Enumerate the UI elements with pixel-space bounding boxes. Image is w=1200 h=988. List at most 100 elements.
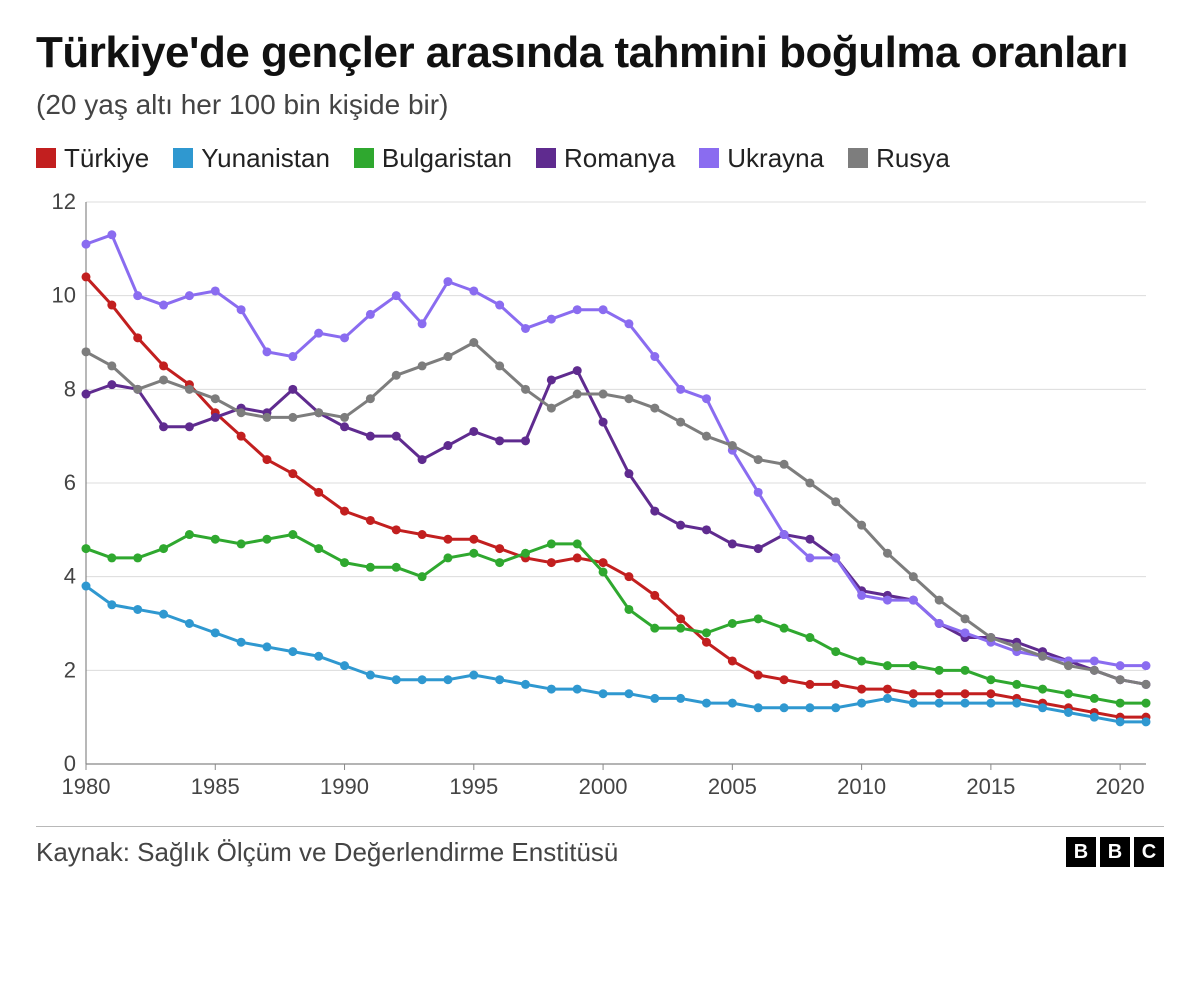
series-marker-rusya: [1116, 675, 1125, 684]
series-marker-rusya: [805, 478, 814, 487]
series-marker-ukrayna: [805, 553, 814, 562]
series-marker-yunanistan: [314, 651, 323, 660]
series-marker-turkiye: [702, 637, 711, 646]
series-marker-rusya: [418, 361, 427, 370]
series-marker-romanya: [185, 422, 194, 431]
series-marker-romanya: [702, 525, 711, 534]
series-marker-turkiye: [547, 558, 556, 567]
legend-item-rusya: Rusya: [848, 143, 950, 174]
series-marker-yunanistan: [107, 600, 116, 609]
series-marker-bulgaristan: [780, 623, 789, 632]
series-marker-bulgaristan: [185, 530, 194, 539]
series-marker-ukrayna: [237, 305, 246, 314]
series-marker-bulgaristan: [805, 633, 814, 642]
series-marker-yunanistan: [986, 698, 995, 707]
legend-label-bulgaristan: Bulgaristan: [382, 143, 512, 174]
series-marker-turkiye: [288, 469, 297, 478]
series-marker-rusya: [340, 413, 349, 422]
series-marker-yunanistan: [702, 698, 711, 707]
series-marker-ukrayna: [573, 305, 582, 314]
series-marker-rusya: [961, 614, 970, 623]
series-marker-bulgaristan: [469, 548, 478, 557]
series-marker-romanya: [728, 539, 737, 548]
series-marker-turkiye: [780, 675, 789, 684]
series-marker-ukrayna: [211, 286, 220, 295]
series-marker-romanya: [443, 441, 452, 450]
legend: TürkiyeYunanistanBulgaristanRomanyaUkray…: [36, 143, 1164, 174]
series-marker-bulgaristan: [883, 661, 892, 670]
series-marker-bulgaristan: [702, 628, 711, 637]
series-marker-ukrayna: [469, 286, 478, 295]
series-marker-romanya: [599, 417, 608, 426]
series-marker-yunanistan: [1090, 712, 1099, 721]
series-marker-rusya: [82, 347, 91, 356]
series-marker-ukrayna: [107, 230, 116, 239]
series-marker-romanya: [805, 534, 814, 543]
series-marker-yunanistan: [676, 694, 685, 703]
x-tick-label-2005: 2005: [708, 774, 757, 799]
series-marker-rusya: [392, 370, 401, 379]
legend-label-turkiye: Türkiye: [64, 143, 149, 174]
series-marker-yunanistan: [754, 703, 763, 712]
series-marker-bulgaristan: [288, 530, 297, 539]
legend-item-romanya: Romanya: [536, 143, 675, 174]
series-marker-turkiye: [443, 534, 452, 543]
series-marker-bulgaristan: [1090, 694, 1099, 703]
series-marker-yunanistan: [624, 689, 633, 698]
series-marker-turkiye: [392, 525, 401, 534]
series-marker-rusya: [780, 459, 789, 468]
series-marker-bulgaristan: [650, 623, 659, 632]
series-marker-bulgaristan: [82, 544, 91, 553]
series-marker-rusya: [702, 431, 711, 440]
series-marker-yunanistan: [288, 647, 297, 656]
series-marker-yunanistan: [728, 698, 737, 707]
series-marker-romanya: [676, 520, 685, 529]
bbc-block-1: B: [1100, 837, 1130, 867]
series-marker-bulgaristan: [340, 558, 349, 567]
series-line-turkiye: [86, 277, 1146, 717]
legend-item-bulgaristan: Bulgaristan: [354, 143, 512, 174]
series-marker-bulgaristan: [1142, 698, 1151, 707]
series-marker-rusya: [185, 384, 194, 393]
series-marker-rusya: [1064, 661, 1073, 670]
series-marker-ukrayna: [314, 328, 323, 337]
series-marker-romanya: [547, 375, 556, 384]
series-marker-yunanistan: [366, 670, 375, 679]
series-marker-bulgaristan: [133, 553, 142, 562]
y-tick-label-8: 8: [64, 376, 76, 401]
legend-label-romanya: Romanya: [564, 143, 675, 174]
series-marker-bulgaristan: [495, 558, 504, 567]
series-marker-bulgaristan: [831, 647, 840, 656]
chart-area: 0246810121980198519901995200020052010201…: [36, 188, 1164, 808]
series-marker-ukrayna: [133, 291, 142, 300]
series-marker-yunanistan: [909, 698, 918, 707]
series-marker-rusya: [314, 408, 323, 417]
series-marker-ukrayna: [780, 530, 789, 539]
series-marker-ukrayna: [340, 333, 349, 342]
y-tick-label-10: 10: [52, 282, 76, 307]
series-marker-romanya: [366, 431, 375, 440]
series-marker-ukrayna: [443, 277, 452, 286]
series-marker-ukrayna: [935, 619, 944, 628]
series-marker-rusya: [728, 441, 737, 450]
series-marker-yunanistan: [1142, 717, 1151, 726]
series-marker-bulgaristan: [521, 548, 530, 557]
x-tick-label-2015: 2015: [966, 774, 1015, 799]
chart-card: Türkiye'de gençler arasında tahmini boğu…: [0, 0, 1200, 988]
series-marker-bulgaristan: [599, 567, 608, 576]
series-marker-yunanistan: [1064, 708, 1073, 717]
series-marker-bulgaristan: [314, 544, 323, 553]
series-marker-ukrayna: [521, 324, 530, 333]
legend-label-ukrayna: Ukrayna: [727, 143, 824, 174]
series-marker-rusya: [1142, 679, 1151, 688]
series-marker-rusya: [1038, 651, 1047, 660]
series-marker-turkiye: [986, 689, 995, 698]
series-marker-turkiye: [650, 590, 659, 599]
series-marker-rusya: [857, 520, 866, 529]
series-marker-yunanistan: [573, 684, 582, 693]
series-marker-turkiye: [961, 689, 970, 698]
series-marker-yunanistan: [650, 694, 659, 703]
legend-swatch-turkiye: [36, 148, 56, 168]
series-marker-bulgaristan: [857, 656, 866, 665]
series-marker-bulgaristan: [676, 623, 685, 632]
